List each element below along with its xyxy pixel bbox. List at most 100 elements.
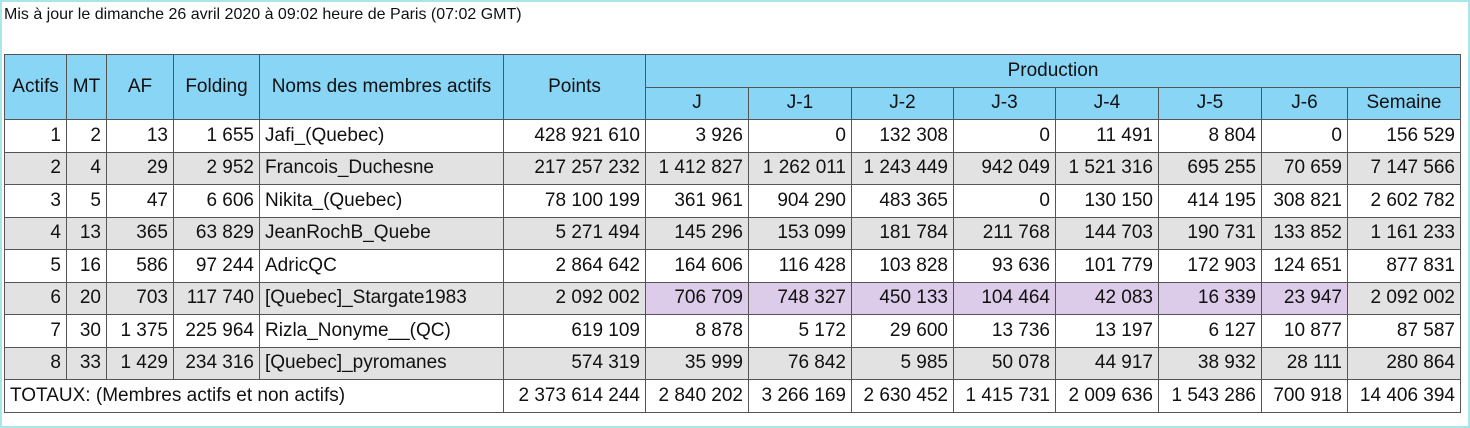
cell: 13 197 [1055, 314, 1159, 348]
cell: 361 961 [645, 184, 749, 218]
cell: 1 521 316 [1055, 151, 1159, 185]
cell: 13 [66, 216, 107, 250]
cell: 904 290 [748, 184, 852, 218]
column-header: Semaine [1347, 86, 1461, 120]
cell: 2 952 [173, 151, 260, 185]
column-header: J [645, 86, 749, 120]
data-row: 7 30 1 375 225 964 Rizla_Nonyme__(QC) 619 109… [4, 314, 1461, 348]
cell: 8 878 [645, 314, 749, 348]
column-header: MT [66, 54, 107, 120]
totals-label: TOTAUX: (Membres actifs et non actifs) [4, 379, 504, 413]
column-header: J-2 [851, 86, 954, 120]
cell: 1 243 449 [851, 151, 954, 185]
cell: 942 049 [953, 151, 1056, 185]
cell: 4 [66, 151, 107, 185]
cell: 748 327 [748, 281, 852, 315]
cell: 30 [66, 314, 107, 348]
cell: 1 655 [173, 119, 260, 153]
cell: 144 703 [1055, 216, 1159, 250]
cell: 172 903 [1158, 249, 1262, 283]
cell: 103 828 [851, 249, 954, 283]
cell: [Quebec]_Stargate1983 [259, 281, 504, 315]
group-header: Production [645, 54, 1461, 88]
cell: Nikita_(Quebec) [259, 184, 504, 218]
cell: 365 [106, 216, 174, 250]
column-header: Points [503, 54, 646, 120]
cell: 234 316 [173, 346, 260, 380]
cell: 130 150 [1055, 184, 1159, 218]
cell: 78 100 199 [503, 184, 646, 218]
cell: 164 606 [645, 249, 749, 283]
cell: 97 244 [173, 249, 260, 283]
data-row: 2 4 29 2 952 Francois_Duchesne 217 257 232 1 4… [4, 151, 1461, 185]
column-header: Actifs [4, 54, 67, 120]
cell: 181 784 [851, 216, 954, 250]
cell: 414 195 [1158, 184, 1262, 218]
column-header: Folding [173, 54, 260, 120]
cell: 695 255 [1158, 151, 1262, 185]
data-row: 5 16 586 97 244 AdricQC 2 864 642 164 606 116 4… [4, 249, 1461, 283]
cell: 76 842 [748, 346, 852, 380]
cell: 87 587 [1347, 314, 1461, 348]
cell: 6 606 [173, 184, 260, 218]
cell: 8 [4, 346, 67, 380]
cell: 116 428 [748, 249, 852, 283]
cell: 7 [4, 314, 67, 348]
cell: 156 529 [1347, 119, 1461, 153]
cell: 16 [66, 249, 107, 283]
cell: 4 [4, 216, 67, 250]
total-cell: 14 406 394 [1347, 379, 1461, 413]
cell: 101 779 [1055, 249, 1159, 283]
column-header: J-3 [953, 86, 1056, 120]
cell: 428 921 610 [503, 119, 646, 153]
cell: 1 262 011 [748, 151, 852, 185]
cell: 44 917 [1055, 346, 1159, 380]
cell: 63 829 [173, 216, 260, 250]
cell: 42 083 [1055, 281, 1159, 315]
cell: 6 127 [1158, 314, 1262, 348]
cell: 1 412 827 [645, 151, 749, 185]
cell: 124 651 [1261, 249, 1348, 283]
cell: 1 [4, 119, 67, 153]
cell: Jafi_(Quebec) [259, 119, 504, 153]
data-row: 6 20 703 117 740 [Quebec]_Stargate1983 2 092 … [4, 281, 1461, 315]
cell: 2 864 642 [503, 249, 646, 283]
cell: 211 768 [953, 216, 1056, 250]
total-cell: 2 009 636 [1055, 379, 1159, 413]
cell: 153 099 [748, 216, 852, 250]
total-cell: 700 918 [1261, 379, 1348, 413]
cell: Francois_Duchesne [259, 151, 504, 185]
total-cell: 2 630 452 [851, 379, 954, 413]
cell: 5 [4, 249, 67, 283]
cell: 619 109 [503, 314, 646, 348]
cell: 145 296 [645, 216, 749, 250]
header-row: Actifs MT AF Folding Noms des membres actifs… [4, 54, 1461, 120]
cell: 483 365 [851, 184, 954, 218]
cell: 225 964 [173, 314, 260, 348]
data-row: 1 2 13 1 655 Jafi_(Quebec) 428 921 610 3 926 0 1… [4, 119, 1461, 153]
cell: 38 932 [1158, 346, 1262, 380]
cell: JeanRochB_Quebe [259, 216, 504, 250]
cell: 0 [953, 184, 1056, 218]
column-header: Noms des membres actifs [259, 54, 504, 120]
cell: 574 319 [503, 346, 646, 380]
data-row: 8 33 1 429 234 316 [Quebec]_pyromanes 574 319… [4, 346, 1461, 380]
total-cell: 1 543 286 [1158, 379, 1262, 413]
cell: 5 985 [851, 346, 954, 380]
cell: 2 092 002 [503, 281, 646, 315]
cell: 190 731 [1158, 216, 1262, 250]
cell: 33 [66, 346, 107, 380]
cell: 13 736 [953, 314, 1056, 348]
cell: 7 147 566 [1347, 151, 1461, 185]
cell: 8 804 [1158, 119, 1262, 153]
data-row: 4 13 365 63 829 JeanRochB_Quebe 5 271 494 145 … [4, 216, 1461, 250]
cell: [Quebec]_pyromanes [259, 346, 504, 380]
cell: 10 877 [1261, 314, 1348, 348]
cell: 16 339 [1158, 281, 1262, 315]
cell: 132 308 [851, 119, 954, 153]
column-header: AF [106, 54, 174, 120]
cell: 0 [953, 119, 1056, 153]
cell: 70 659 [1261, 151, 1348, 185]
